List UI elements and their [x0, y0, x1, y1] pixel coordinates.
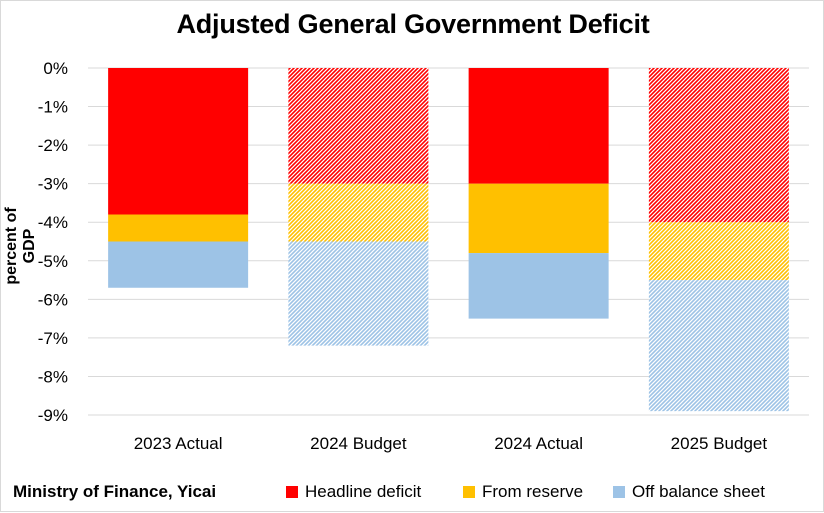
x-tick-label: 2025 Budget [671, 434, 768, 453]
bar-2024-actual-off-balance-sheet [468, 253, 609, 319]
legend-swatch-headline-deficit [286, 486, 298, 498]
y-tick-label: -6% [38, 290, 68, 309]
x-tick-label: 2024 Budget [310, 434, 407, 453]
y-tick-label: -8% [38, 367, 68, 386]
bar-2023-actual-headline-deficit [108, 68, 249, 215]
bar-2025-budget-headline-deficit [648, 68, 789, 223]
y-tick-label: -2% [38, 136, 68, 155]
y-tick-label: -7% [38, 329, 68, 348]
legend-swatch-off-balance-sheet [613, 486, 625, 498]
legend-label-headline-deficit: Headline deficit [305, 482, 422, 501]
y-tick-label: -9% [38, 406, 68, 425]
bar-2025-budget-off-balance-sheet [648, 280, 789, 412]
x-tick-label: 2024 Actual [494, 434, 583, 453]
bar-2024-budget-off-balance-sheet [288, 241, 429, 346]
bar-2024-budget-headline-deficit [288, 68, 429, 184]
legend-swatch-from-reserve [463, 486, 475, 498]
legend-label-from-reserve: From reserve [482, 482, 584, 501]
legend-item-off-balance-sheet: Off balance sheet [613, 482, 765, 502]
y-tick-label: -1% [38, 98, 68, 117]
bar-2023-actual-from-reserve [108, 214, 249, 242]
y-tick-label: -5% [38, 252, 68, 271]
y-tick-label: 0% [43, 59, 68, 78]
legend-label-off-balance-sheet: Off balance sheet [632, 482, 765, 501]
legend-item-from-reserve: From reserve [463, 482, 583, 502]
bar-2024-actual-headline-deficit [468, 68, 609, 184]
bar-2024-actual-from-reserve [468, 183, 609, 254]
y-tick-label: -3% [38, 175, 68, 194]
x-tick-label: 2023 Actual [134, 434, 223, 453]
bar-2024-budget-from-reserve [288, 183, 429, 242]
y-tick-label: -4% [38, 213, 68, 232]
bar-2025-budget-from-reserve [648, 222, 789, 281]
source-note: Ministry of Finance, Yicai [13, 482, 217, 501]
chart-title: Adjusted General Government Deficit [176, 9, 650, 39]
bar-2023-actual-off-balance-sheet [108, 241, 249, 288]
legend-item-headline-deficit: Headline deficit [286, 482, 421, 502]
